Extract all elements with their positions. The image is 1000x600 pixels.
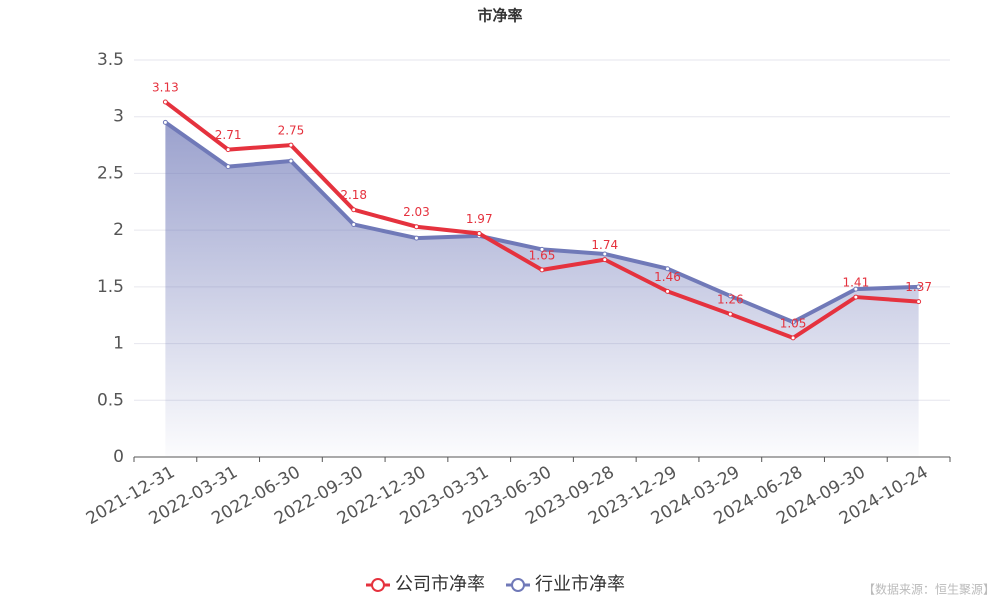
point <box>162 99 168 105</box>
legend-label: 公司市净率 <box>395 574 485 595</box>
data-label: 2.71 <box>215 128 242 142</box>
point <box>727 311 733 317</box>
point <box>853 294 859 300</box>
y-tick-label: 2 <box>113 220 124 240</box>
point <box>916 299 922 305</box>
source-note: 【数据来源：恒生聚源】 <box>863 582 995 597</box>
y-tick-label: 2.5 <box>97 163 124 183</box>
point <box>602 251 608 257</box>
point <box>665 288 671 294</box>
y-tick-label: 3 <box>113 107 124 127</box>
y-tick-label: 0 <box>113 447 124 467</box>
point <box>162 119 168 125</box>
point <box>727 293 733 299</box>
data-label: 1.05 <box>780 316 807 330</box>
data-label: 1.46 <box>654 270 681 284</box>
point <box>288 158 294 164</box>
area <box>165 122 919 457</box>
point <box>288 142 294 148</box>
data-label: 1.41 <box>842 276 869 290</box>
point <box>539 246 545 252</box>
data-label: 1.97 <box>466 212 493 226</box>
legend-icon <box>511 578 525 592</box>
point <box>225 147 231 153</box>
point <box>225 164 231 170</box>
point <box>602 257 608 263</box>
data-label: 2.03 <box>403 205 430 219</box>
point <box>413 224 419 230</box>
point <box>790 319 796 325</box>
point <box>853 286 859 292</box>
data-label: 3.13 <box>152 80 179 94</box>
y-tick-label: 1.5 <box>97 277 124 297</box>
data-label: 1.37 <box>905 280 932 294</box>
legend-label: 行业市净率 <box>535 574 625 595</box>
point <box>665 266 671 272</box>
point <box>539 267 545 273</box>
chart-title: 市净率 <box>477 7 522 25</box>
point <box>351 221 357 227</box>
data-label: 1.26 <box>717 293 744 307</box>
point <box>916 284 922 290</box>
y-tick-label: 1 <box>113 334 124 354</box>
data-label: 2.18 <box>340 188 367 202</box>
point <box>476 231 482 237</box>
legend-icon <box>371 578 385 592</box>
data-label: 1.65 <box>529 248 556 262</box>
point <box>413 235 419 241</box>
y-tick-label: 3.5 <box>97 50 124 70</box>
point <box>351 207 357 213</box>
point <box>790 335 796 341</box>
data-label: 2.75 <box>278 124 305 138</box>
y-tick-label: 0.5 <box>97 390 124 410</box>
data-label: 1.74 <box>591 238 618 252</box>
